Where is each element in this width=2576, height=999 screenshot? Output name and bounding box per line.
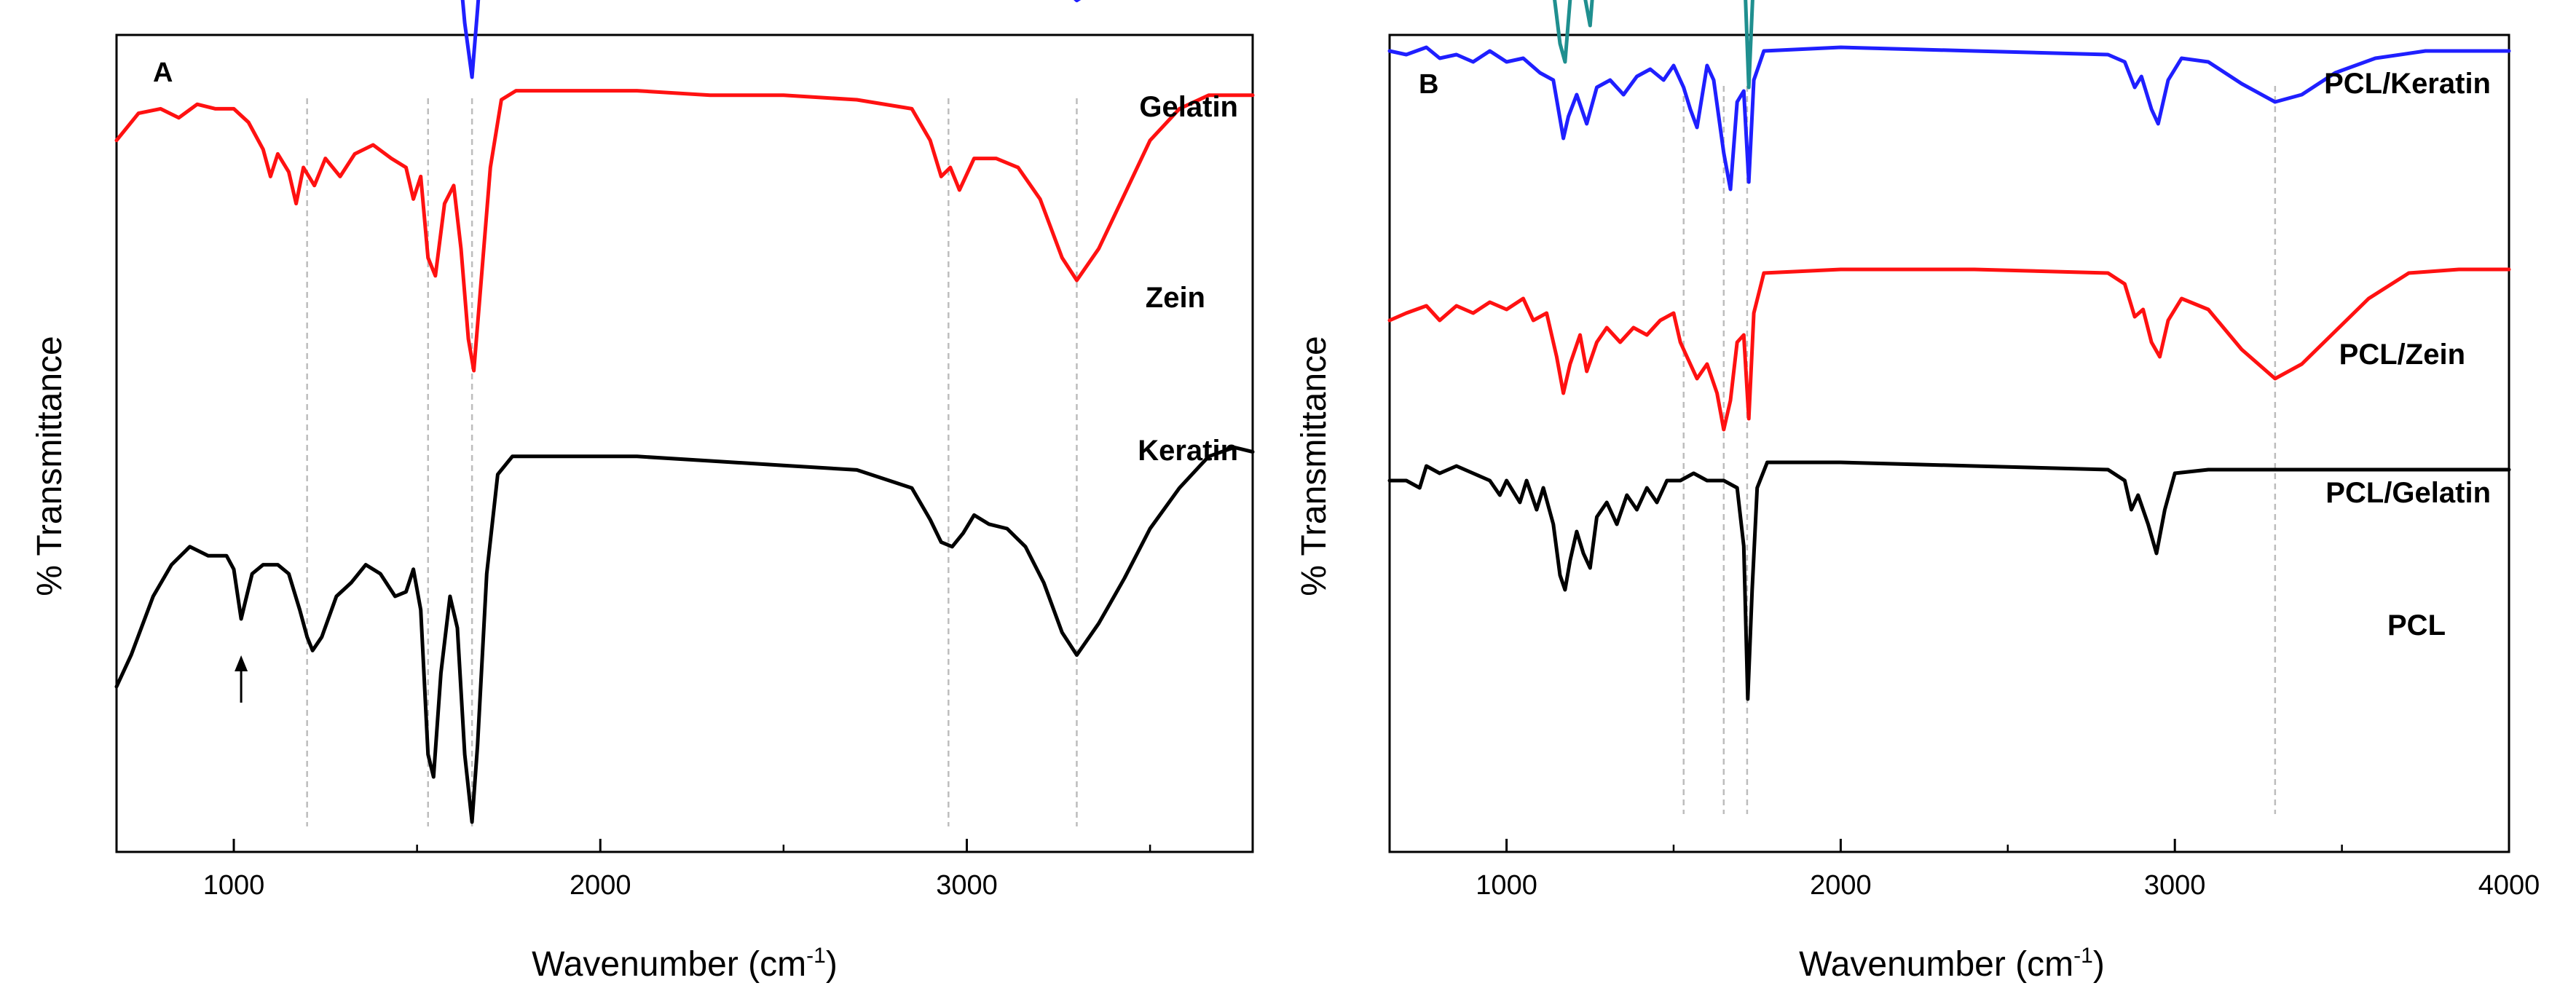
panel-a-series-zein xyxy=(114,89,1255,373)
panel-b-reference-lines xyxy=(1682,86,2277,814)
panel-a-x-tick-label-2000: 2000 xyxy=(570,870,631,901)
panel-a-letter: A xyxy=(153,58,173,88)
panel-a-y-axis-title: % Transmittance xyxy=(31,336,69,596)
panel-a-arrow-head xyxy=(235,655,248,671)
panel-b-label-pcl-gelatin: PCL/Gelatin xyxy=(2325,477,2491,509)
panel-a-series-keratin xyxy=(114,445,1255,824)
panel-a-plot-frame xyxy=(115,33,1254,853)
panel-b-label-pcl: PCL xyxy=(2387,609,2446,641)
panel-a-x-tick-label-1000: 1000 xyxy=(203,870,265,901)
panel-b-series-pcl-zein xyxy=(1387,45,2511,191)
panel-b-label-pcl-zein: PCL/Zein xyxy=(2339,339,2465,371)
panel-b-x-tick-label-1000: 1000 xyxy=(1476,870,1537,901)
panel-a-label-gelatin: Gelatin xyxy=(1139,91,1238,123)
panel-a-reference-lines xyxy=(306,98,1078,826)
panel-b-series-pcl xyxy=(1387,460,2511,701)
panel-b-x-tick-label-4000: 4000 xyxy=(2478,870,2540,901)
panel-b-x-tick-label-3000: 3000 xyxy=(2144,870,2206,901)
panel-a-x-tick-label-3000: 3000 xyxy=(936,870,998,901)
panel-a-x-ticks: 1000 2000 3000 xyxy=(203,839,1151,901)
panel-b-x-ticks: 1000 2000 3000 4000 xyxy=(1476,839,2540,901)
panel-b-series xyxy=(1387,0,2511,701)
panel-a-label-zein: Zein xyxy=(1146,282,1205,314)
panel-b-letter: B xyxy=(1419,69,1438,100)
panel-b-series-pcl-gelatin xyxy=(1387,267,2511,432)
panel-a-series-gelatin xyxy=(460,0,1082,79)
panel-b-chart: 1000 2000 3000 4000 B PCL/Keratin PCL/Zein … xyxy=(1295,0,2540,984)
panel-b-x-tick-label-2000: 2000 xyxy=(1810,870,1872,901)
panel-a-annotation-arrow xyxy=(235,655,248,703)
panel-b-label-pcl-keratin: PCL/Keratin xyxy=(2324,68,2491,100)
panel-a-series xyxy=(114,0,1255,824)
panel-a-x-axis-title: Wavenumber (cm-1) xyxy=(532,944,838,984)
panel-a-chart: 1000 2000 3000 A Gelatin Zein Keratin Wave… xyxy=(31,0,1255,984)
panel-b-x-axis-title: Wavenumber (cm-1) xyxy=(1799,944,2105,984)
panel-b-y-axis-title: % Transmittance xyxy=(1295,336,1334,596)
panel-a-label-keratin: Keratin xyxy=(1138,435,1238,467)
panel-b-plot-frame xyxy=(1388,33,2510,853)
